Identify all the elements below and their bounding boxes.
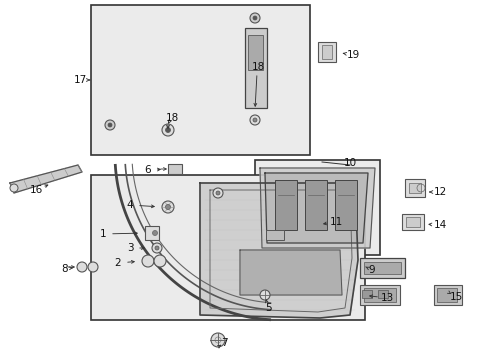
- Bar: [359, 285, 399, 305]
- Circle shape: [77, 262, 87, 272]
- Circle shape: [165, 127, 170, 132]
- Bar: [317, 42, 335, 62]
- Bar: [244, 28, 266, 108]
- Bar: [265, 230, 284, 240]
- Text: 19: 19: [346, 50, 359, 60]
- Circle shape: [108, 123, 112, 127]
- Bar: [145, 226, 159, 240]
- Bar: [274, 180, 296, 230]
- Text: 18: 18: [251, 62, 264, 72]
- Text: 17: 17: [73, 75, 86, 85]
- Circle shape: [154, 255, 165, 267]
- Bar: [91, 5, 309, 155]
- Text: 3: 3: [126, 243, 133, 253]
- Circle shape: [249, 13, 260, 23]
- Bar: [361, 290, 371, 298]
- Bar: [433, 285, 461, 305]
- Text: 8: 8: [61, 264, 68, 274]
- Circle shape: [162, 201, 174, 213]
- Bar: [404, 179, 424, 197]
- Circle shape: [252, 16, 257, 20]
- Polygon shape: [10, 165, 82, 193]
- Text: 14: 14: [432, 220, 446, 230]
- Text: 12: 12: [432, 187, 446, 197]
- Text: 9: 9: [368, 265, 375, 275]
- Polygon shape: [264, 173, 367, 243]
- Text: 13: 13: [380, 293, 393, 303]
- Bar: [408, 183, 420, 193]
- Bar: [401, 214, 423, 230]
- Text: 11: 11: [329, 217, 342, 227]
- Bar: [168, 164, 182, 174]
- Circle shape: [152, 243, 162, 253]
- Circle shape: [249, 115, 260, 125]
- Polygon shape: [200, 183, 357, 318]
- Circle shape: [213, 188, 223, 198]
- Text: 4: 4: [126, 200, 133, 210]
- Bar: [359, 258, 404, 278]
- Text: 5: 5: [264, 303, 271, 313]
- Bar: [247, 35, 263, 70]
- Bar: [254, 160, 379, 255]
- Circle shape: [210, 333, 224, 347]
- Circle shape: [105, 120, 115, 130]
- Circle shape: [260, 290, 269, 300]
- Bar: [305, 180, 326, 230]
- Bar: [436, 288, 456, 302]
- Circle shape: [216, 191, 220, 195]
- Bar: [321, 45, 331, 59]
- Polygon shape: [240, 250, 341, 295]
- Text: 18: 18: [165, 113, 178, 123]
- Circle shape: [162, 124, 174, 136]
- Circle shape: [252, 118, 257, 122]
- Bar: [377, 290, 387, 298]
- Circle shape: [10, 184, 18, 192]
- Text: 16: 16: [29, 185, 42, 195]
- Bar: [334, 180, 356, 230]
- Circle shape: [88, 262, 98, 272]
- Polygon shape: [260, 168, 374, 248]
- Text: 10: 10: [343, 158, 356, 168]
- Text: 15: 15: [448, 292, 462, 302]
- Text: 1: 1: [100, 229, 106, 239]
- Circle shape: [152, 230, 157, 235]
- Circle shape: [142, 255, 154, 267]
- Text: 7: 7: [220, 338, 227, 348]
- Bar: [405, 217, 419, 227]
- Text: 6: 6: [144, 165, 151, 175]
- Text: 2: 2: [115, 258, 121, 268]
- Bar: [363, 288, 395, 302]
- Circle shape: [155, 246, 159, 250]
- Circle shape: [165, 204, 170, 210]
- Bar: [91, 175, 364, 320]
- Bar: [363, 262, 400, 274]
